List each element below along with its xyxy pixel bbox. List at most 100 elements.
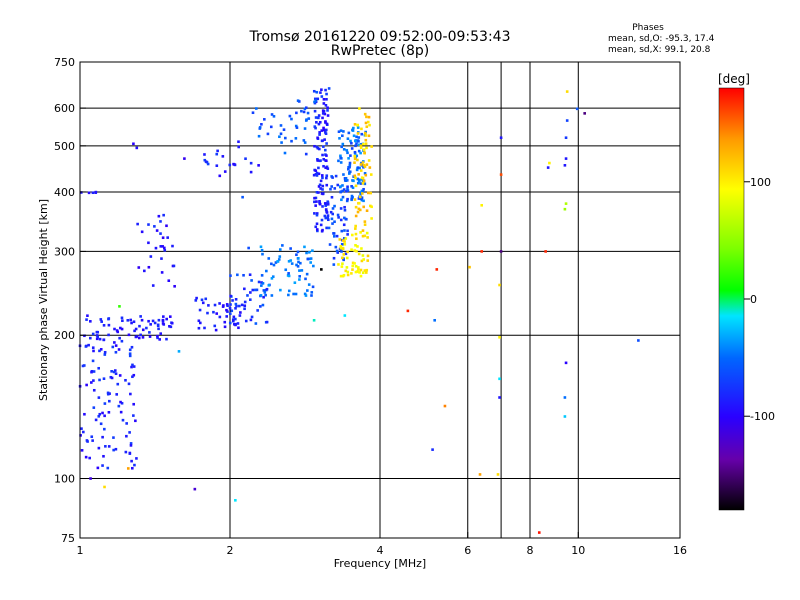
data-point [216,149,219,153]
data-point [266,132,270,136]
data-point [345,190,348,193]
data-point [165,224,168,228]
data-point [354,144,357,148]
data-point [262,289,266,292]
data-point [314,169,318,172]
data-point [325,154,328,157]
data-point [95,337,99,341]
y-axis-ticks: 75 100 200 300 400 500 600 750 [54,56,86,545]
data-point [354,264,358,268]
data-point [340,198,343,202]
data-point [325,165,329,169]
data-point [357,178,361,182]
data-point [81,364,85,368]
data-point [315,222,319,226]
data-point [124,450,128,454]
data-point [357,149,361,153]
data-point [84,345,88,348]
data-point [336,183,340,187]
data-point [338,238,342,241]
data-point [333,235,336,238]
data-point [263,118,266,121]
data-point [270,113,274,116]
data-point [223,320,227,324]
data-point [264,293,267,297]
data-point [326,214,330,217]
data-point [362,142,365,146]
data-point [352,134,356,138]
data-point [162,213,165,217]
data-point [360,176,364,179]
data-point [359,268,363,272]
data-point [132,373,136,377]
data-point [353,150,357,154]
data-point [234,322,238,326]
data-point [101,464,104,467]
data-point [350,141,353,145]
data-point [295,253,298,257]
data-point [361,271,365,274]
data-point [128,348,132,352]
data-point [361,190,365,193]
data-point [335,249,339,253]
data-point [172,264,176,268]
data-point [206,162,210,166]
data-point [297,257,300,260]
data-point [499,136,503,140]
data-point [499,250,503,253]
data-point [207,304,210,307]
data-point [344,269,348,273]
data-point [139,315,142,318]
y-tick-label: 500 [54,140,75,153]
data-point [334,174,338,178]
data-point [353,198,357,201]
data-point [118,305,121,308]
data-point [238,304,241,308]
data-point [364,138,368,142]
data-point [357,197,361,200]
data-point [344,176,348,180]
data-point [315,90,319,94]
data-point [363,165,367,168]
data-point [363,220,367,223]
data-point [83,412,86,416]
data-point [130,321,133,325]
data-point [311,285,315,289]
data-point [363,269,367,272]
data-point [355,237,358,241]
data-point [91,332,95,336]
data-point [133,329,136,333]
data-point [323,138,326,141]
data-point [141,336,145,339]
data-point [316,229,319,233]
data-point [342,173,345,176]
data-point [260,248,264,252]
data-point [250,315,254,319]
data-point [353,157,357,161]
data-point [363,172,367,175]
data-point [134,327,138,331]
data-point [339,154,342,158]
data-point [241,195,244,199]
data-point [331,222,334,225]
data-point [278,248,282,251]
data-point [85,439,89,442]
data-point [360,132,364,136]
data-point [548,161,551,165]
data-point [203,153,206,156]
data-point [114,350,118,354]
data-point [104,445,107,448]
data-point [116,382,120,386]
data-point [344,237,348,240]
data-point [333,187,337,190]
data-point [322,145,325,148]
data-point [351,233,354,237]
x-tick-label: 8 [527,544,534,557]
data-point [197,319,201,323]
data-point [468,265,471,269]
data-point [272,115,276,118]
data-point [279,288,282,292]
data-point [173,284,176,288]
data-point [139,333,142,337]
data-point [98,337,102,341]
